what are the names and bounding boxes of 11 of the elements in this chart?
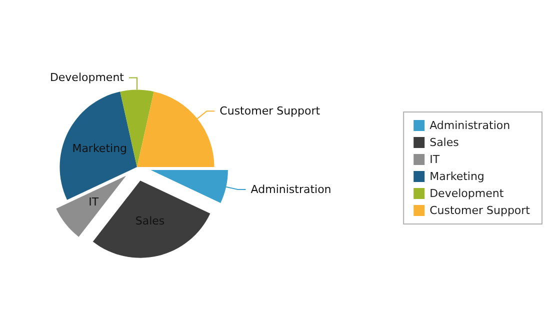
legend-label: Sales [430,136,460,149]
legend-label: Development [430,187,504,200]
slice-label: IT [88,195,99,208]
slice-label: Development [50,71,125,84]
slice-label: Customer Support [220,104,321,118]
slice-label: Marketing [72,142,128,156]
legend-label: IT [430,153,440,166]
legend-label: Administration [250,183,332,196]
category-label: Administration [430,119,510,132]
legend-label: Marketing [430,170,484,183]
legend-label: Customer Support [430,204,531,217]
